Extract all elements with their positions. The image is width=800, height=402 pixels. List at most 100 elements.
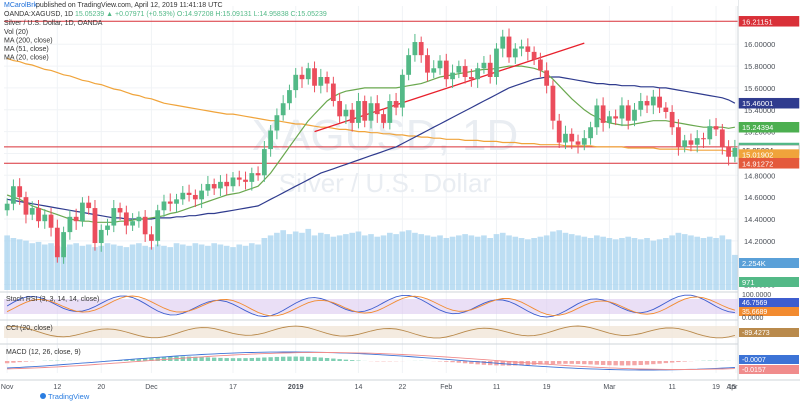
macd-histogram-bar	[538, 361, 543, 365]
macd-histogram-bar	[575, 361, 581, 364]
macd-histogram-bar	[343, 359, 349, 361]
candle-body	[324, 77, 330, 84]
volume-bar	[443, 238, 450, 290]
macd-pane: MACD (12, 26, close, 9) -0.0007 -0.0157	[0, 343, 799, 374]
macd-histogram-bar	[337, 359, 342, 361]
candle-body	[192, 194, 198, 200]
volume-bar	[606, 238, 613, 290]
volume-bar	[35, 241, 42, 290]
candle-body	[161, 201, 167, 211]
macd-histogram-bar	[349, 360, 355, 361]
candle-body	[11, 186, 16, 204]
time-tick-label: Apr	[727, 384, 739, 391]
volume-bar	[136, 243, 142, 290]
candle-body	[17, 186, 23, 198]
candle-body	[293, 74, 299, 91]
candle-body	[644, 101, 650, 106]
candle-body	[274, 115, 280, 131]
volume-bar	[167, 247, 174, 290]
volume-bar	[412, 232, 418, 290]
cci-band	[4, 326, 738, 338]
candle-body	[199, 190, 204, 200]
volume-bar	[650, 240, 657, 290]
volume-bar	[192, 243, 199, 290]
macd-histogram-bar	[582, 361, 587, 365]
macd-histogram-bar	[600, 361, 606, 365]
header-bg	[0, 0, 738, 6]
macd-signal-line	[7, 352, 735, 370]
stoch-tag	[739, 307, 799, 316]
candle-body	[682, 140, 688, 147]
macd-histogram-bar	[550, 361, 556, 364]
price-tag	[738, 16, 800, 27]
macd-histogram-bar	[669, 361, 675, 363]
macd-histogram-bar	[469, 361, 474, 364]
price-tick-label: 15.40000	[744, 106, 775, 115]
candle-body	[399, 74, 405, 108]
candle-body	[412, 42, 418, 56]
volume-bar	[725, 239, 732, 290]
macd-histogram-bar	[563, 361, 568, 364]
candle-body	[550, 85, 556, 121]
candle-body	[556, 120, 562, 143]
candle-body	[456, 66, 462, 73]
macd-histogram-bar	[211, 357, 217, 361]
candle-body	[569, 133, 575, 142]
macd-histogram-bar	[318, 357, 324, 361]
candle-body	[86, 202, 92, 209]
volume-bar	[267, 235, 274, 290]
macd-histogram-bar	[124, 359, 129, 361]
volume-bar	[688, 235, 694, 290]
volume-bar	[16, 239, 23, 290]
candle-body	[594, 105, 600, 128]
volume-tag	[739, 277, 799, 287]
macd-histogram-bar	[4, 361, 10, 364]
macd-histogram-bar	[11, 361, 16, 363]
candle-body	[694, 138, 700, 145]
candle-body	[305, 68, 311, 80]
macd-histogram-bar	[607, 361, 612, 366]
price-tag	[738, 158, 800, 169]
candle-body	[613, 116, 619, 119]
price-tag	[738, 97, 800, 109]
macd-histogram-bar	[293, 356, 298, 361]
candle-body	[105, 225, 110, 230]
candle-body	[632, 109, 637, 121]
volume-bar	[512, 236, 519, 290]
indicator-label: MA (51, close)	[4, 46, 49, 53]
candle-body	[506, 36, 512, 58]
candle-body	[255, 173, 261, 176]
volume-bar	[261, 238, 268, 290]
volume-bar	[317, 232, 324, 290]
macd-histogram-bar	[569, 361, 574, 364]
candle-body	[249, 173, 255, 182]
volume-bar	[336, 235, 343, 290]
time-tick-label: 22	[398, 384, 406, 391]
volume-bar	[67, 244, 73, 290]
candle-body	[23, 197, 29, 215]
volume-bar	[242, 245, 249, 290]
macd-histogram-bar	[651, 361, 656, 365]
macd-histogram-bar	[519, 361, 524, 366]
symbol-line: OANDA:XAGUSD, 1D	[4, 11, 73, 18]
volume-bar	[286, 234, 293, 290]
candle-body	[318, 77, 324, 86]
candle-body	[406, 55, 412, 75]
stoch-tick: 0.0000	[742, 315, 764, 322]
volume-bar	[449, 236, 456, 290]
volume-bar	[292, 231, 299, 290]
candle-body	[475, 68, 481, 80]
macd-histogram-bar	[249, 357, 254, 361]
candle-body	[726, 146, 731, 157]
volume-bar	[456, 235, 462, 290]
volume-bar	[205, 245, 211, 290]
volume-bar	[311, 235, 318, 290]
macd-histogram-bar	[280, 356, 286, 361]
volume-bar	[543, 235, 550, 290]
macd-histogram-bar	[557, 361, 562, 364]
volume-bar	[474, 236, 481, 290]
volume-bar	[430, 236, 437, 290]
candle-body	[211, 184, 217, 189]
macd-histogram-bar	[588, 361, 593, 365]
stoch-tag-label: 46.7569	[742, 300, 767, 307]
